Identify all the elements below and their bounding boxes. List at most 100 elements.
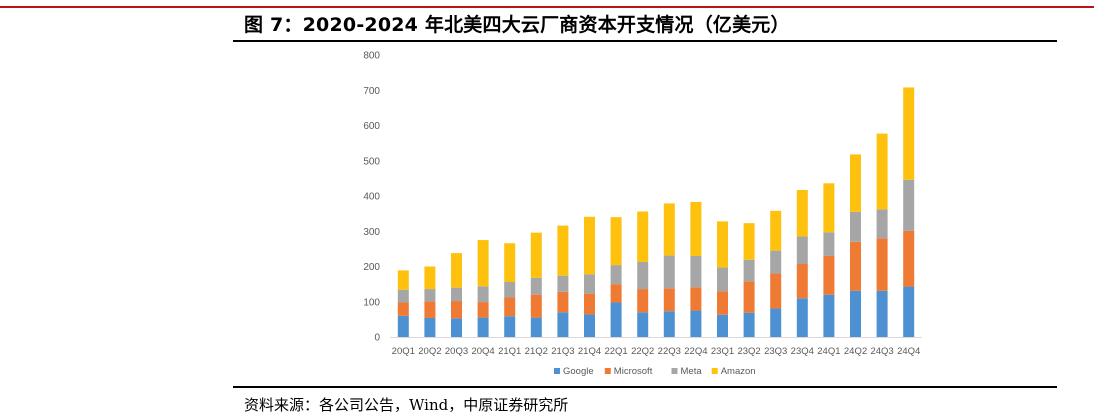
bar-segment-microsoft-24q1: [823, 255, 835, 295]
bar-segment-amazon-24q1: [823, 183, 835, 233]
bar-segment-google-24q4: [903, 286, 915, 337]
x-tick-label: 20Q3: [445, 346, 468, 357]
legend-label-google: Google: [563, 366, 594, 377]
bar-segment-meta-22q2: [637, 261, 649, 290]
bar-segment-google-24q1: [823, 294, 835, 337]
bar-segment-microsoft-21q2: [530, 294, 542, 318]
bar-segment-microsoft-22q4: [690, 287, 702, 311]
bar-segment-meta-23q3: [770, 250, 782, 274]
bar-segment-meta-20q4: [477, 286, 489, 303]
bar-segment-google-20q2: [424, 317, 436, 337]
bar-segment-amazon-20q2: [424, 266, 436, 290]
source-note: 资料来源：各公司公告，Wind，中原证券研究所: [244, 396, 569, 414]
bar-segment-amazon-21q4: [584, 216, 595, 275]
bar-segment-amazon-23q1: [717, 221, 728, 268]
x-tick-label: 21Q2: [525, 346, 548, 357]
x-tick-label: 20Q2: [418, 346, 441, 357]
bar-segment-microsoft-21q4: [584, 293, 595, 315]
bar-segment-google-22q3: [663, 311, 675, 337]
legend-swatch-google: [554, 368, 560, 374]
bar-segment-meta-20q2: [424, 289, 436, 302]
bar-segment-meta-21q2: [530, 277, 542, 295]
bar-segment-google-22q2: [637, 312, 649, 337]
bar-segment-amazon-24q3: [876, 133, 888, 210]
bar-segment-google-24q3: [876, 290, 888, 337]
bar-segment-microsoft-23q4: [796, 264, 808, 299]
x-tick-label: 24Q3: [870, 346, 893, 357]
bar-segment-amazon-21q3: [557, 225, 569, 276]
bar-segment-microsoft-22q2: [637, 289, 649, 313]
bar-segment-google-23q3: [770, 308, 782, 337]
bar-segment-microsoft-23q1: [717, 291, 728, 315]
bar-segment-amazon-21q2: [530, 232, 542, 278]
bar-segment-amazon-21q1: [504, 243, 516, 283]
bar-segment-microsoft-24q4: [903, 230, 915, 287]
top-accent-rule: [0, 6, 1094, 8]
bar-segment-microsoft-23q2: [743, 281, 755, 313]
y-tick-label: 300: [363, 227, 380, 238]
bar-segment-meta-22q1: [610, 265, 622, 285]
bar-segment-amazon-24q4: [903, 87, 915, 180]
legend-label-microsoft: Microsoft: [614, 366, 653, 377]
bar-segment-meta-21q1: [504, 282, 516, 298]
bar-segment-amazon-22q3: [663, 203, 675, 256]
y-tick-label: 700: [363, 86, 380, 97]
bar-segment-meta-22q3: [663, 255, 675, 289]
y-tick-label: 500: [363, 156, 380, 167]
x-tick-label: 23Q2: [737, 346, 760, 357]
bar-segment-microsoft-21q3: [557, 291, 569, 313]
x-tick-label: 24Q4: [897, 346, 920, 357]
bar-segment-amazon-23q2: [743, 223, 755, 260]
y-tick-label: 100: [363, 297, 380, 308]
x-tick-label: 24Q2: [844, 346, 867, 357]
bar-segment-microsoft-20q1: [397, 302, 409, 316]
bar-segment-amazon-23q3: [770, 210, 782, 251]
y-tick-label: 400: [363, 192, 380, 203]
legend-swatch-meta: [671, 368, 678, 374]
x-tick-label: 24Q1: [817, 346, 840, 357]
x-axis: 20Q1 20Q2 20Q3 20Q4 21Q1 21Q2 21Q3 21Q4 22Q1 22Q2…: [390, 337, 922, 357]
bar-segment-microsoft-22q3: [663, 288, 675, 312]
legend-label-meta: Meta: [681, 366, 703, 377]
y-tick-label: 600: [363, 121, 380, 132]
bar-segment-meta-22q4: [690, 255, 702, 288]
bar-segment-amazon-22q2: [637, 211, 649, 262]
y-axis: 0 100 200 300 400 500 600 700 800: [363, 51, 380, 344]
bar-segment-google-21q3: [557, 312, 569, 337]
x-tick-label: 21Q3: [551, 346, 574, 357]
bar-segment-microsoft-20q2: [424, 301, 436, 318]
x-tick-label: 22Q2: [631, 346, 654, 357]
title-divider: [233, 40, 1057, 42]
x-tick-label: 23Q4: [791, 346, 814, 357]
bar-segment-google-21q4: [584, 314, 595, 337]
bar-segment-amazon-20q3: [451, 253, 462, 288]
bar-segment-microsoft-21q1: [504, 297, 516, 317]
x-tick-label: 23Q3: [764, 346, 787, 357]
bar-segment-amazon-20q1: [397, 270, 409, 290]
bar-segment-amazon-23q4: [796, 190, 808, 237]
bar-segment-google-23q2: [743, 312, 755, 337]
bar-segment-meta-24q2: [850, 211, 861, 242]
bar-segment-meta-20q1: [397, 289, 409, 303]
legend-swatch-amazon: [711, 368, 718, 374]
bar-segment-meta-24q4: [903, 179, 915, 231]
bar-segment-google-21q1: [504, 316, 516, 337]
bar-segment-meta-20q3: [451, 287, 462, 302]
bar-segment-amazon-24q2: [850, 154, 861, 212]
bar-segment-google-22q1: [610, 302, 622, 337]
bar-segment-meta-21q4: [584, 274, 595, 294]
y-tick-label: 200: [363, 262, 380, 273]
x-tick-label: 22Q4: [684, 346, 707, 357]
bar-segment-google-20q3: [451, 318, 462, 337]
bar-segment-amazon-20q4: [477, 240, 489, 287]
x-tick-label: 22Q1: [604, 346, 627, 357]
bar-segment-microsoft-20q4: [477, 302, 489, 318]
y-tick-label: 0: [374, 333, 380, 344]
bar-segment-meta-24q3: [876, 209, 888, 239]
bar-segment-microsoft-20q3: [451, 301, 462, 319]
bar-segment-amazon-22q4: [690, 201, 702, 256]
bar-segment-microsoft-22q1: [610, 284, 622, 303]
bar-segment-google-24q2: [850, 290, 861, 337]
bar-segment-google-20q1: [397, 315, 409, 337]
